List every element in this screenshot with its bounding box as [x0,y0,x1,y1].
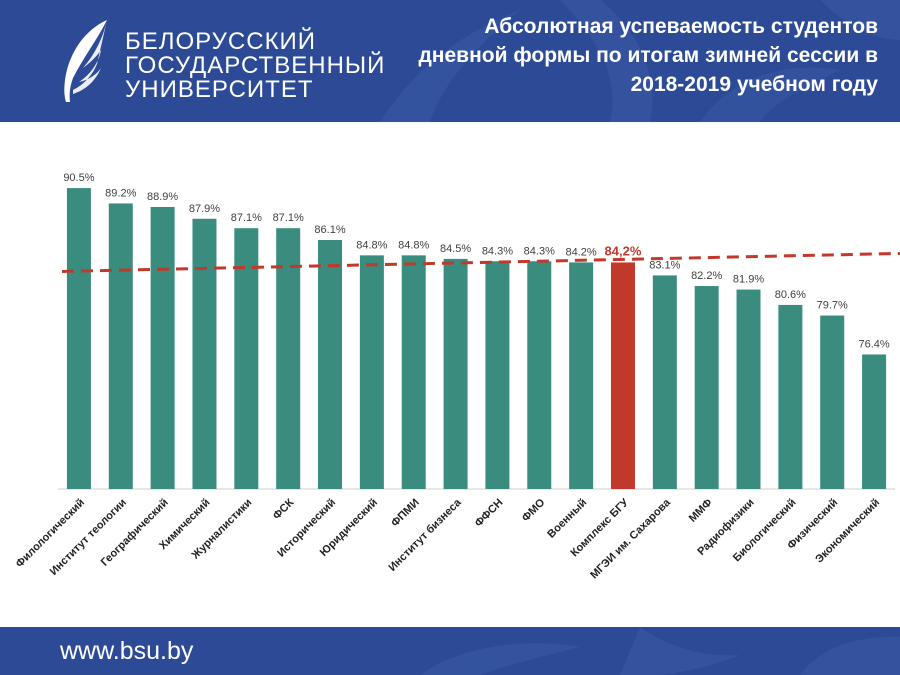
bar [862,354,887,489]
data-label: 90.5% [63,172,94,184]
bar [150,206,175,489]
data-label: 87.9% [189,203,220,215]
bar [820,315,845,489]
bar [736,289,761,489]
bar [443,258,468,489]
data-label: 87.1% [273,212,304,224]
data-label: 81.9% [733,274,764,286]
bar [652,275,677,489]
x-tick-label: ФСК [271,496,297,522]
bar [108,203,133,489]
bar [694,286,719,489]
logo-line-2: ГОСУДАРСТВЕННЫЙ [125,52,386,79]
data-label: 80.6% [775,289,806,301]
data-label: 84.5% [440,243,471,255]
bar [485,261,510,489]
bar [276,228,301,489]
x-tick-label: Военный [545,497,589,541]
data-label: 82.2% [691,270,722,282]
data-label: 86.1% [314,224,345,236]
feather-logo-icon [64,20,107,102]
data-label: 84,2% [605,243,642,258]
bar [192,218,217,489]
x-tick-label: Институт теологии [48,497,129,578]
reference-line [61,251,900,273]
bar [610,262,635,489]
data-label: 84.8% [356,239,387,251]
data-label: 84.8% [398,239,429,251]
data-label: 76.4% [858,338,889,350]
data-label: 79.7% [817,300,848,312]
data-label: 83.1% [649,259,680,271]
logo-line-3: УНИВЕРСИТЕТ [125,76,314,103]
bar [527,261,552,489]
bar [359,255,384,489]
x-tick-label: Институт бизнеса [386,496,464,574]
x-tick-label: Филологический [14,497,87,570]
x-tick-label: ММФ [687,497,715,525]
ornament-decoration [380,0,900,122]
x-tick-label: МГЭИ им. Сахарова [588,496,673,581]
logo-line-1: БЕЛОРУССКИЙ [125,28,317,55]
bar [234,228,259,489]
university-logo-text: БЕЛОРУССКИЙ ГОСУДАРСТВЕННЫЙ УНИВЕРСИТЕТ [125,30,385,102]
footer-banner: www.bsu.by [0,627,900,675]
data-label: 84.3% [482,245,513,257]
bar [778,304,803,489]
data-label: 88.9% [147,191,178,203]
data-label: 84.2% [566,246,597,258]
slide-title: Абсолютная успеваемость студентов дневно… [418,15,878,96]
bar-chart: 90.5% Филологический 89.2% Институт теологи… [14,172,900,581]
website-link[interactable]: www.bsu.by [60,637,194,665]
x-tick-label: ФФСН [473,497,506,530]
x-tick-label: ФМО [520,496,548,524]
header-banner: БЕЛОРУССКИЙ ГОСУДАРСТВЕННЫЙ УНИВЕРСИТЕТ … [0,0,900,122]
bar [66,188,91,489]
data-label: 89.2% [105,187,136,199]
footer-ornament-decoration [420,627,900,675]
bar [569,262,594,489]
bar [318,240,343,489]
data-label: 84.3% [524,245,555,257]
bar [401,255,426,489]
data-label: 87.1% [231,212,262,224]
x-tick-label: ФПМИ [389,497,422,530]
